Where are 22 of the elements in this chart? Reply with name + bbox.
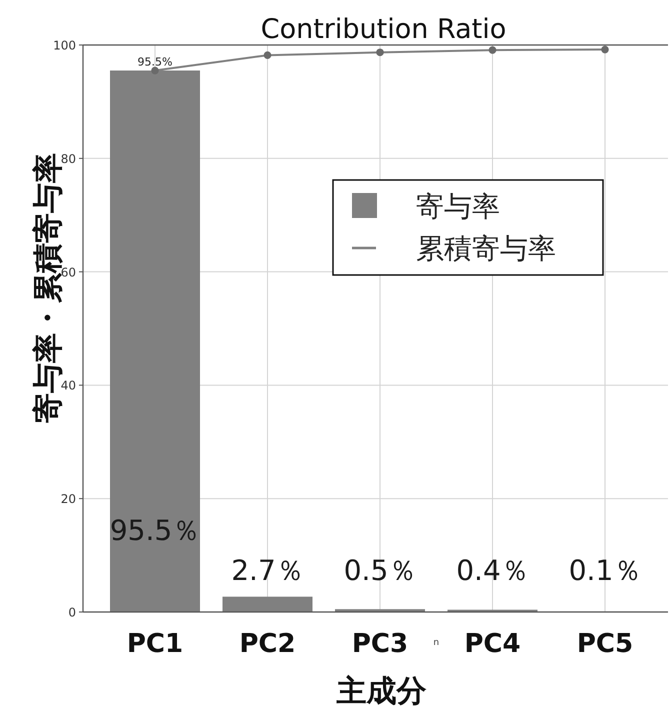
y-tick-label: 80 — [60, 152, 76, 166]
y-tick-label: 20 — [60, 492, 76, 506]
x-tick-label: PC2 — [239, 629, 296, 659]
data-label: 0.4％ — [456, 554, 529, 587]
x-tick-label: PC1 — [126, 629, 184, 659]
data-label: 0.1％ — [568, 554, 642, 587]
x-tick-label: PC4 — [464, 629, 521, 659]
x-tick-label: PC5 — [576, 629, 634, 659]
text: n — [433, 638, 440, 648]
y-tick-label: 60 — [60, 265, 76, 280]
chart-title: Contribution Ratio — [260, 14, 506, 45]
y-tick-label: 100 — [53, 38, 76, 52]
data-label: 95.5% — [138, 56, 172, 69]
data-label: 0.5％ — [344, 554, 416, 587]
data-label: 95.5％ — [110, 514, 200, 547]
legend-label: 寄与率 — [416, 190, 500, 223]
data-label: 2.7％ — [231, 554, 304, 587]
y-tick-label: 40 — [60, 378, 76, 393]
legend-label: 累積寄与率 — [416, 232, 556, 265]
x-tick-label: PC3 — [352, 629, 408, 659]
x-axis-title: 主成分 — [336, 674, 426, 709]
y-tick-label: 0 — [68, 606, 76, 620]
